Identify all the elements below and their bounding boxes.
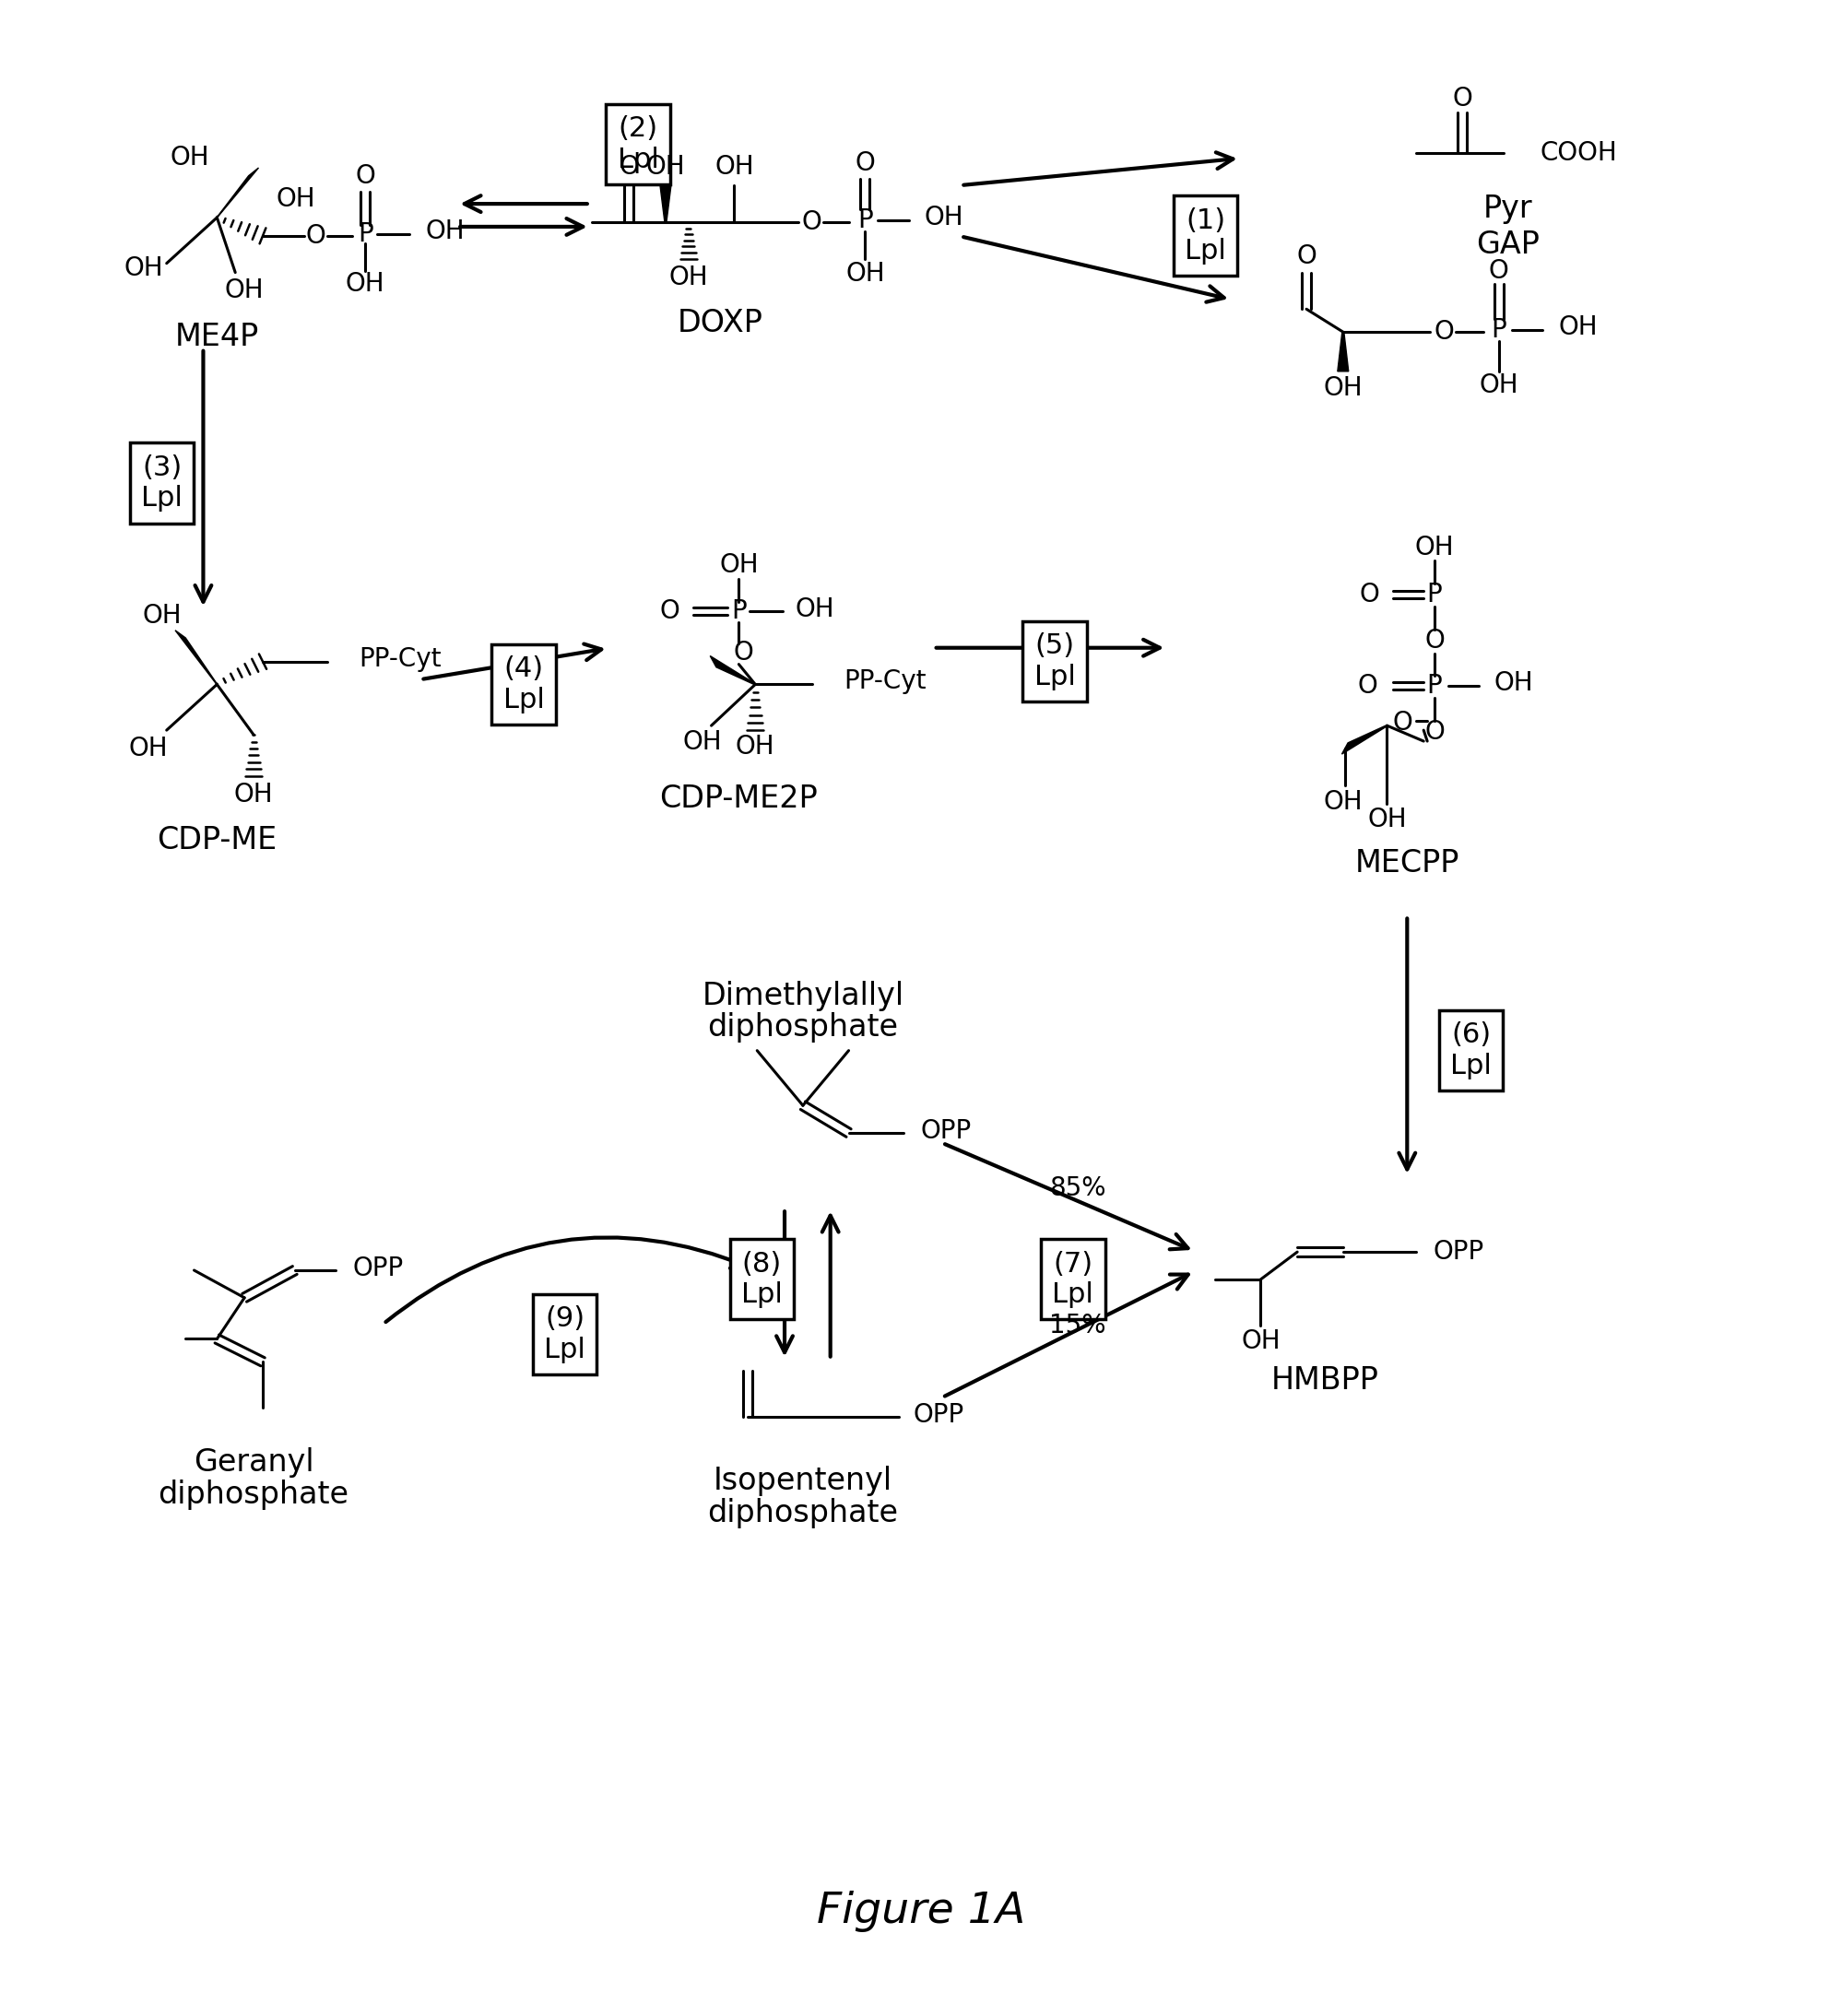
Text: OH: OH: [669, 264, 707, 290]
Text: Dimethylallyl: Dimethylallyl: [702, 980, 904, 1010]
Text: 15%: 15%: [1050, 1312, 1105, 1339]
Polygon shape: [711, 655, 755, 685]
Text: PP-Cyt: PP-Cyt: [844, 669, 927, 696]
Text: OH: OH: [1494, 671, 1533, 696]
Text: P: P: [1428, 673, 1442, 700]
Text: OH: OH: [715, 155, 753, 179]
Text: O: O: [1424, 627, 1444, 653]
Text: OH: OH: [123, 254, 164, 280]
Text: OH: OH: [129, 736, 168, 762]
Text: O: O: [659, 599, 680, 625]
Text: O: O: [855, 151, 875, 177]
Text: (3)
Lpl: (3) Lpl: [142, 454, 182, 512]
Text: (1)
Lpl: (1) Lpl: [1184, 208, 1227, 264]
Text: (7)
Lpl: (7) Lpl: [1052, 1250, 1094, 1308]
Text: OPP: OPP: [1433, 1240, 1483, 1264]
Text: O: O: [619, 155, 639, 179]
Text: (5)
Lpl: (5) Lpl: [1033, 633, 1076, 689]
Text: DOXP: DOXP: [678, 308, 763, 339]
Text: O: O: [306, 224, 326, 248]
Text: diphosphate: diphosphate: [707, 1498, 899, 1528]
Text: MECPP: MECPP: [1356, 847, 1459, 879]
Text: 85%: 85%: [1050, 1175, 1105, 1202]
Text: OH: OH: [234, 782, 273, 806]
Text: HMBPP: HMBPP: [1271, 1365, 1378, 1395]
Text: OH: OH: [169, 145, 210, 171]
Polygon shape: [216, 167, 258, 218]
Text: O: O: [1488, 258, 1509, 284]
Text: OH: OH: [1415, 534, 1453, 560]
Text: OH: OH: [683, 730, 722, 754]
Text: OH: OH: [647, 155, 685, 179]
Polygon shape: [659, 185, 670, 222]
Text: P: P: [1428, 583, 1442, 607]
Text: Geranyl: Geranyl: [193, 1447, 313, 1478]
Polygon shape: [1341, 726, 1387, 754]
Text: OH: OH: [1323, 375, 1363, 401]
Text: O: O: [356, 163, 376, 190]
Text: OPP: OPP: [352, 1256, 403, 1282]
Text: OH: OH: [346, 270, 385, 296]
Text: OH: OH: [1242, 1329, 1280, 1355]
Text: CDP-ME: CDP-ME: [157, 825, 276, 855]
Text: OH: OH: [718, 552, 759, 579]
Text: OH: OH: [225, 278, 263, 304]
Text: OH: OH: [142, 603, 182, 629]
Text: O: O: [1358, 673, 1378, 700]
Text: O: O: [801, 210, 822, 236]
Text: (2)
Lpl: (2) Lpl: [617, 115, 659, 173]
Text: diphosphate: diphosphate: [158, 1480, 348, 1510]
Text: Figure 1A: Figure 1A: [816, 1891, 1026, 1931]
Text: PP-Cyt: PP-Cyt: [359, 645, 442, 671]
Text: OH: OH: [276, 185, 315, 212]
Text: diphosphate: diphosphate: [707, 1012, 899, 1042]
Text: OH: OH: [1479, 373, 1518, 397]
Text: CDP-ME2P: CDP-ME2P: [659, 784, 818, 814]
Text: OH: OH: [1323, 788, 1363, 814]
Text: O: O: [1424, 720, 1444, 744]
Text: (4)
Lpl: (4) Lpl: [503, 655, 545, 714]
Text: OH: OH: [735, 734, 775, 760]
Text: O: O: [1359, 583, 1380, 607]
Text: OH: OH: [1558, 314, 1597, 341]
Text: OH: OH: [845, 260, 884, 286]
Text: Isopentenyl: Isopentenyl: [713, 1466, 892, 1496]
Text: Pyr: Pyr: [1483, 194, 1533, 224]
Text: COOH: COOH: [1540, 141, 1617, 167]
Text: GAP: GAP: [1475, 230, 1540, 260]
Text: O: O: [1297, 244, 1317, 268]
Text: OPP: OPP: [914, 1401, 963, 1427]
Text: P: P: [731, 599, 746, 625]
Text: OH: OH: [796, 597, 834, 623]
Text: O: O: [1393, 710, 1413, 736]
Text: O: O: [1451, 85, 1472, 111]
Text: OH: OH: [426, 218, 464, 244]
Polygon shape: [175, 631, 217, 685]
Text: P: P: [357, 222, 372, 246]
Text: (9)
Lpl: (9) Lpl: [543, 1306, 586, 1363]
Text: P: P: [857, 208, 873, 234]
Text: OPP: OPP: [921, 1119, 971, 1143]
Polygon shape: [1337, 333, 1348, 371]
Text: OH: OH: [925, 206, 963, 230]
Text: ME4P: ME4P: [175, 321, 260, 351]
Text: (6)
Lpl: (6) Lpl: [1450, 1022, 1492, 1079]
Text: OH: OH: [1367, 806, 1407, 833]
Text: O: O: [733, 639, 753, 665]
Text: P: P: [1490, 317, 1507, 343]
Text: (8)
Lpl: (8) Lpl: [740, 1250, 783, 1308]
Text: O: O: [1433, 319, 1453, 345]
